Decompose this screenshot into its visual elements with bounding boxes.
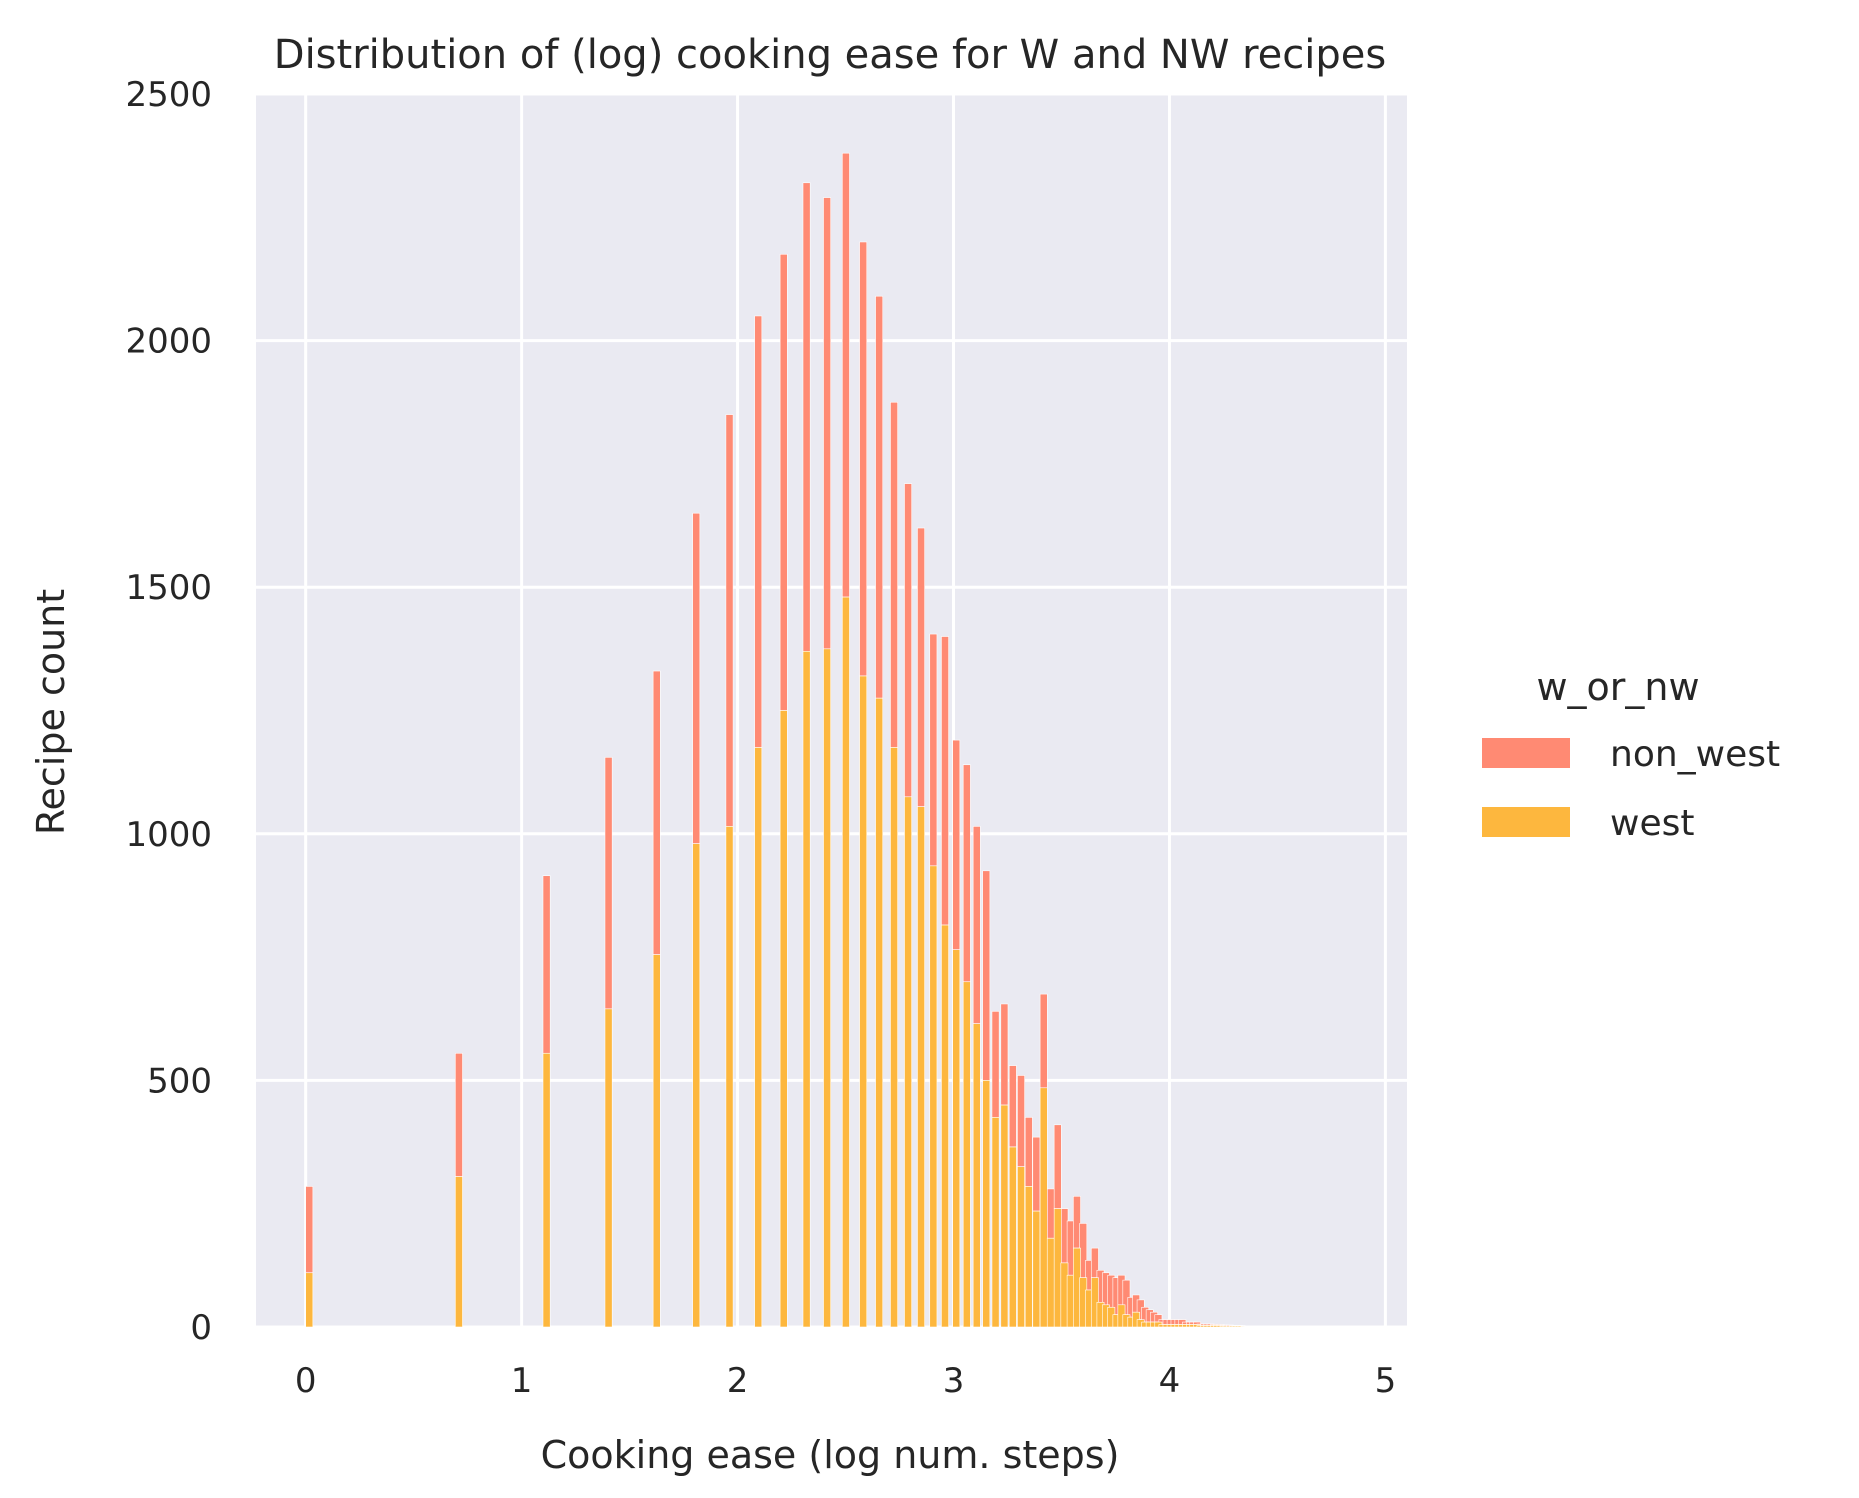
bar-west [859, 675, 868, 1328]
x-tick-labels: 0 1 2 3 4 5 [295, 1361, 1396, 1401]
bar-west [941, 924, 949, 1328]
bar-west [305, 1272, 314, 1328]
bar-non-west [917, 527, 925, 807]
bar-west [841, 596, 850, 1328]
x-tick-label: 2 [727, 1361, 749, 1401]
bar-west [1032, 1210, 1041, 1328]
bar-non-west [754, 315, 763, 748]
bar-non-west [929, 633, 938, 867]
bar-west [929, 865, 938, 1328]
bar-west [982, 1080, 991, 1328]
x-tick-label: 3 [943, 1361, 965, 1401]
y-tick-label: 2500 [125, 75, 212, 115]
chart-title: Distribution of (log) cooking ease for W… [274, 32, 1386, 78]
y-tick-label: 500 [147, 1061, 212, 1101]
bar-non-west [1024, 1117, 1033, 1187]
bar-west [692, 843, 701, 1328]
bar-west [455, 1176, 463, 1328]
bar-non-west [692, 512, 701, 844]
x-tick-label: 5 [1375, 1361, 1397, 1401]
bar-non-west [972, 826, 981, 1024]
y-tick-label: 1000 [125, 815, 212, 855]
legend: w_or_nw non_west west [1482, 665, 1780, 844]
bar-west [1053, 1208, 1062, 1328]
bar-non-west [823, 197, 832, 650]
legend-swatch-non-west [1482, 738, 1570, 768]
legend-label-non-west: non_west [1610, 734, 1780, 775]
bar-west [890, 747, 898, 1328]
bar-non-west [952, 739, 961, 951]
bar-west [779, 710, 788, 1328]
bar-west [542, 1052, 551, 1328]
bar-west [962, 981, 971, 1328]
bar-non-west [604, 757, 613, 1010]
grid-lines [256, 92, 1407, 1329]
bar-non-west [859, 241, 868, 677]
bar-west [604, 1008, 613, 1328]
bar-west [952, 949, 961, 1328]
bar-west [1017, 1166, 1025, 1328]
bar-non-west [1017, 1075, 1025, 1168]
legend-label-west: west [1610, 803, 1694, 844]
bar-non-west [841, 152, 850, 598]
bar-west [754, 747, 763, 1328]
bar-non-west [962, 764, 971, 983]
bar-west [875, 697, 884, 1328]
bar-non-west [1000, 1003, 1009, 1106]
bar-non-west [941, 636, 949, 926]
bar-west [1046, 1237, 1055, 1328]
bar-non-west [802, 182, 811, 652]
bar-west [1039, 1087, 1048, 1328]
bar-non-west [455, 1052, 463, 1177]
bar-non-west [542, 875, 551, 1054]
legend-swatch-west [1482, 807, 1570, 837]
bar-west [1000, 1104, 1009, 1328]
bar-non-west [779, 253, 788, 711]
bar-west [802, 651, 811, 1328]
x-tick-label: 0 [295, 1361, 317, 1401]
bar-west [972, 1023, 981, 1328]
y-tick-label: 1500 [125, 568, 212, 608]
x-axis-label: Cooking ease (log num. steps) [541, 1433, 1120, 1477]
bar-non-west [875, 295, 884, 699]
legend-title: w_or_nw [1536, 665, 1699, 709]
bar-non-west [904, 483, 912, 798]
bar-non-west [1032, 1136, 1041, 1212]
bar-west [725, 826, 734, 1328]
bar-non-west [305, 1186, 314, 1274]
x-tick-label: 1 [511, 1361, 533, 1401]
y-tick-labels: 0 500 1000 1500 2000 2500 [125, 75, 212, 1348]
bar-west [823, 648, 832, 1328]
bar-non-west [1039, 993, 1048, 1089]
west-bars [305, 596, 1257, 1328]
bar-non-west [652, 670, 661, 955]
plot-area [256, 94, 1407, 1327]
y-tick-label: 0 [190, 1308, 212, 1348]
bar-non-west [725, 414, 734, 827]
bar-non-west [982, 870, 991, 1081]
bar-west [917, 806, 925, 1328]
bar-west [1008, 1146, 1017, 1328]
bar-west [1024, 1186, 1033, 1328]
x-tick-label: 4 [1159, 1361, 1181, 1401]
bar-west [904, 796, 912, 1328]
bar-non-west [890, 401, 898, 748]
bar-non-west [1053, 1124, 1062, 1209]
bar-non-west [1046, 1188, 1055, 1239]
bar-west [652, 954, 661, 1328]
y-tick-label: 2000 [125, 322, 212, 362]
y-axis-label: Recipe count [29, 589, 73, 835]
bar-non-west [1008, 1065, 1017, 1148]
bar-west [991, 1117, 1000, 1328]
bar-non-west [991, 1011, 1000, 1118]
